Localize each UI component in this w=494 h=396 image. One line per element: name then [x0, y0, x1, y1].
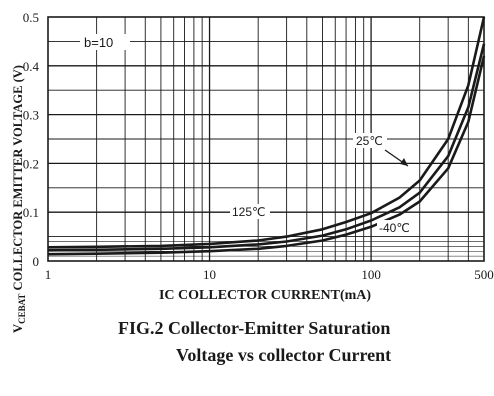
plot-frame — [47, 16, 485, 262]
x-tick-label: 500 — [474, 267, 494, 282]
x-tick-label: 1 — [45, 267, 52, 282]
series-line-1 — [47, 43, 486, 252]
y-tick-label: 0 — [33, 254, 40, 269]
annotation-25c-arrowhead — [400, 158, 408, 166]
y-tick-label: 0.3 — [23, 108, 39, 123]
curves — [47, 16, 486, 256]
y-tick-label: 0.1 — [23, 205, 39, 220]
y-axis-label: VCEBAT COLLECTOR EMITTER VOLTAGE (V) — [11, 65, 27, 333]
annotation-125c: 125℃ — [232, 205, 266, 219]
annotation-b: b=10 — [84, 35, 113, 50]
annotation-125-bg — [230, 204, 270, 219]
annotation-25c: 25℃ — [356, 134, 383, 148]
series-line-0 — [47, 16, 486, 249]
annotation-25-bg — [353, 133, 387, 148]
annotation-b-bg — [80, 34, 130, 50]
x-axis-label: IC COLLECTOR CURRENT(mA) — [159, 288, 371, 303]
x-tick-labels: 1 10 100 500 — [45, 267, 494, 282]
annotation-m40-bg — [377, 220, 417, 235]
y-tick-labels: 0 0.1 0.2 0.3 0.4 0.5 — [23, 10, 40, 269]
figure-caption-line-2: Voltage vs collector Current — [176, 345, 392, 365]
y-tick-label: 0.2 — [23, 156, 39, 171]
annotation-m40c: -40℃ — [379, 221, 410, 235]
y-tick-label: 0.5 — [23, 10, 39, 25]
series-line-2 — [47, 55, 486, 256]
y-tick-label: 0.4 — [23, 59, 40, 74]
grid — [48, 17, 484, 261]
x-tick-label: 100 — [361, 267, 381, 282]
figure-caption-line-1: FIG.2 Collector-Emitter Saturation — [118, 318, 391, 338]
x-tick-label: 10 — [203, 267, 216, 282]
